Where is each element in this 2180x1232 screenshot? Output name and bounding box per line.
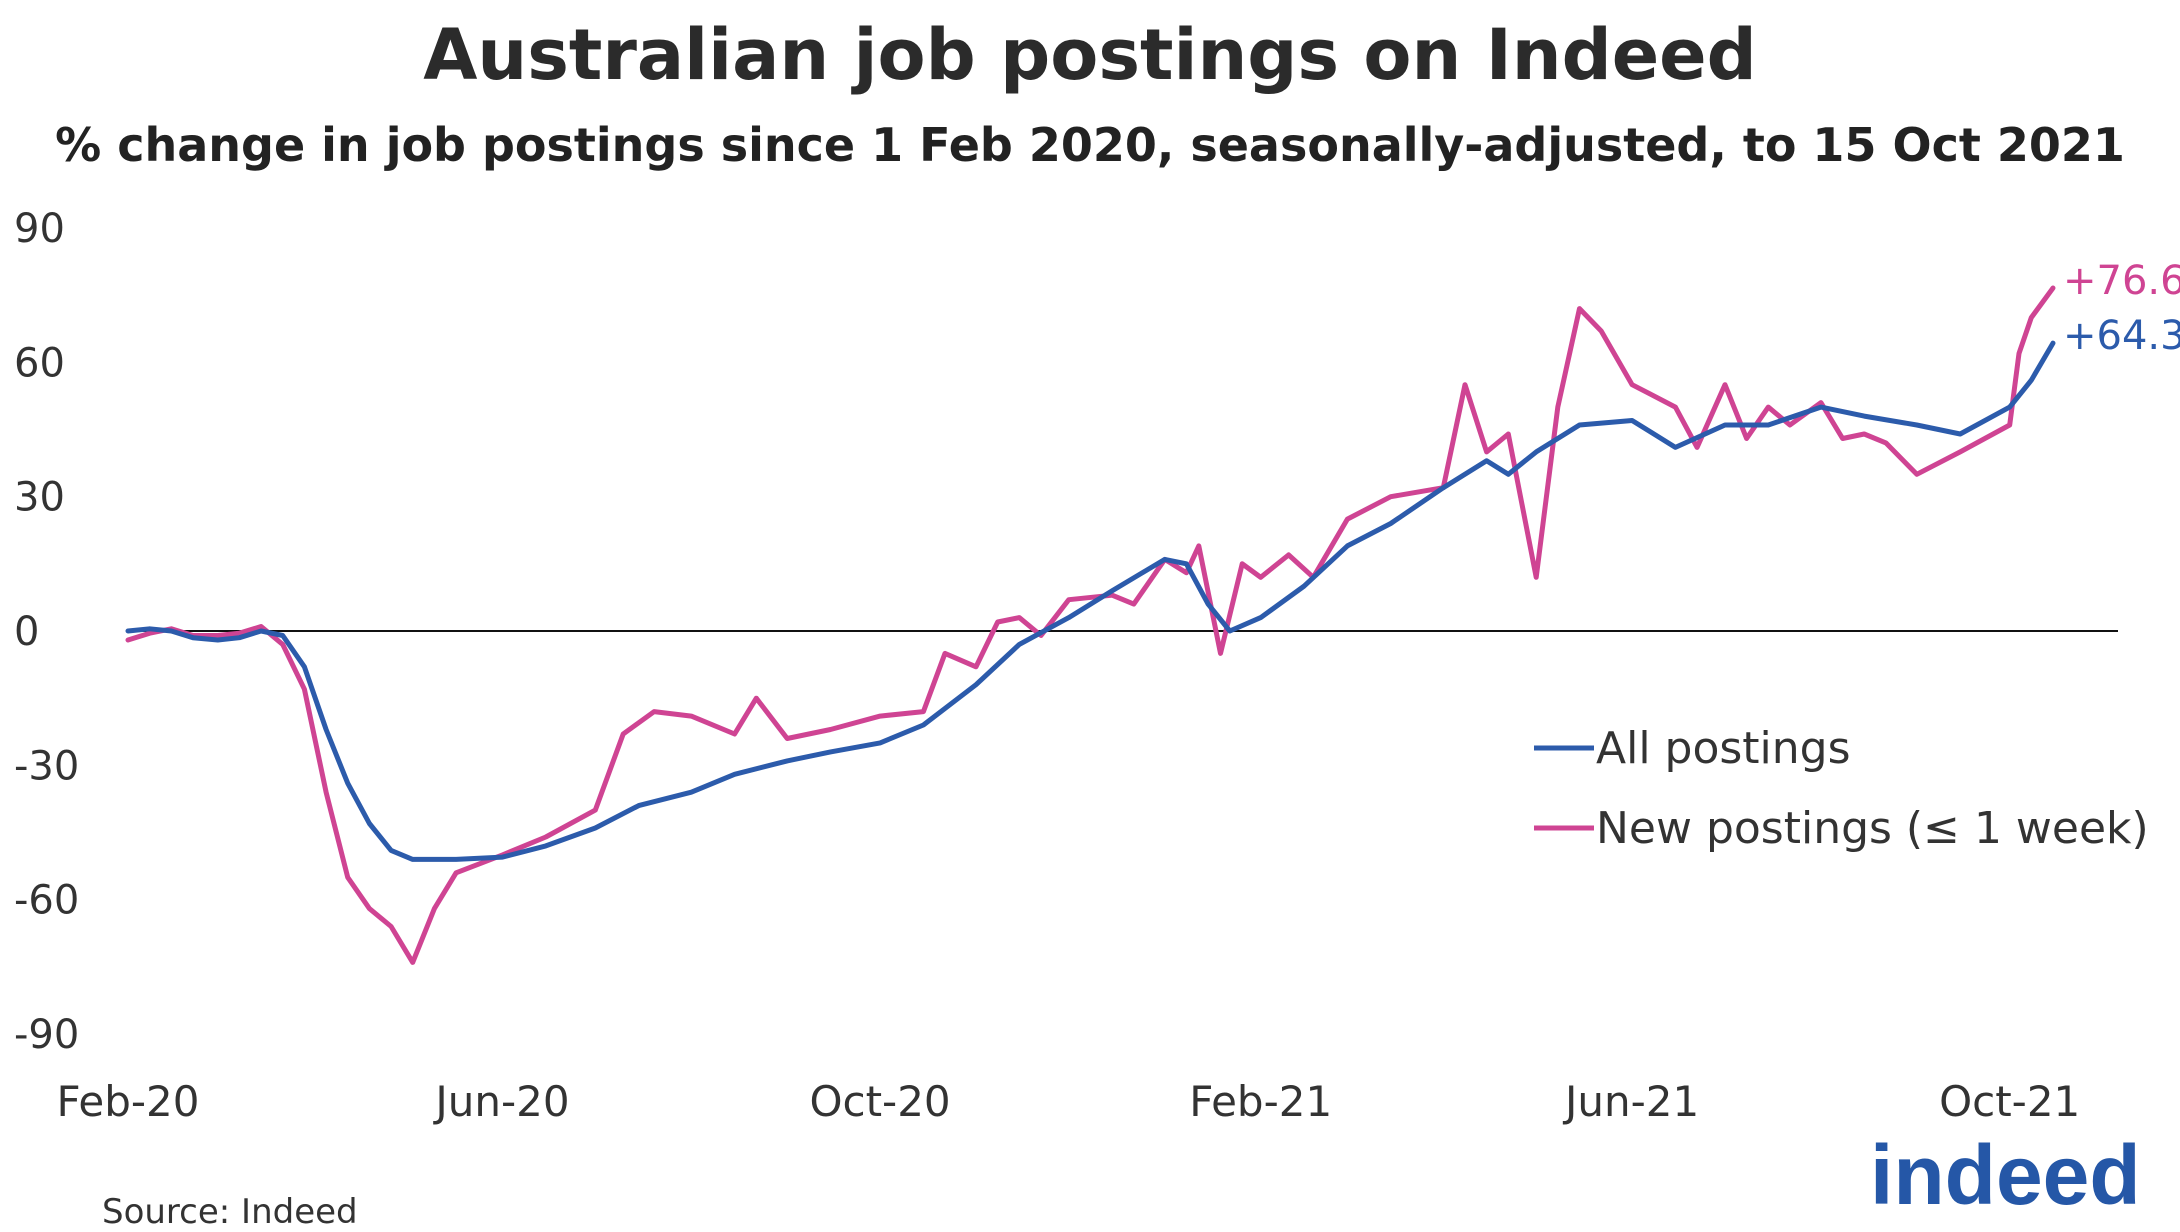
y-tick-label: 90 bbox=[14, 206, 65, 252]
end-labels: +76.6% +64.3% bbox=[2063, 258, 2180, 359]
chart-title: Australian job postings on Indeed bbox=[423, 14, 1757, 96]
legend: All postings New postings (≤ 1 week) bbox=[1534, 723, 2149, 854]
end-value-label: +76.6% bbox=[2063, 258, 2180, 304]
x-tick-label: Jun-21 bbox=[1562, 1077, 1699, 1126]
logo-wordmark: indeed bbox=[1870, 1128, 2141, 1222]
legend-label: All postings bbox=[1596, 723, 1851, 774]
y-tick-label: -60 bbox=[14, 878, 79, 924]
source-note: Source: Indeed bbox=[102, 1192, 358, 1232]
indeed-logo: indeed bbox=[1870, 1128, 2141, 1222]
x-tick-label: Feb-20 bbox=[57, 1077, 200, 1126]
y-tick-label: 0 bbox=[14, 609, 39, 655]
series-line bbox=[125, 285, 2056, 965]
series-line bbox=[125, 340, 2056, 862]
x-tick-label: Oct-21 bbox=[1939, 1077, 2080, 1126]
x-tick-label: Feb-21 bbox=[1189, 1077, 1332, 1126]
chart-subtitle: % change in job postings since 1 Feb 202… bbox=[55, 118, 2125, 172]
x-axis: Feb-20 Jun-20 Oct-20 Feb-21 Jun-21 Oct-21 bbox=[57, 1077, 2081, 1126]
x-tick-label: Jun-20 bbox=[432, 1077, 569, 1126]
end-value-label: +64.3% bbox=[2063, 313, 2180, 359]
series-lines bbox=[125, 285, 2056, 965]
y-axis: 90 60 30 0 -30 -60 -90 bbox=[14, 206, 79, 1058]
y-tick-label: -30 bbox=[14, 743, 79, 789]
y-tick-label: -90 bbox=[14, 1012, 79, 1058]
x-tick-label: Oct-20 bbox=[809, 1077, 950, 1126]
y-tick-label: 60 bbox=[14, 340, 65, 386]
y-tick-label: 30 bbox=[14, 475, 65, 521]
legend-label: New postings (≤ 1 week) bbox=[1596, 803, 2149, 854]
